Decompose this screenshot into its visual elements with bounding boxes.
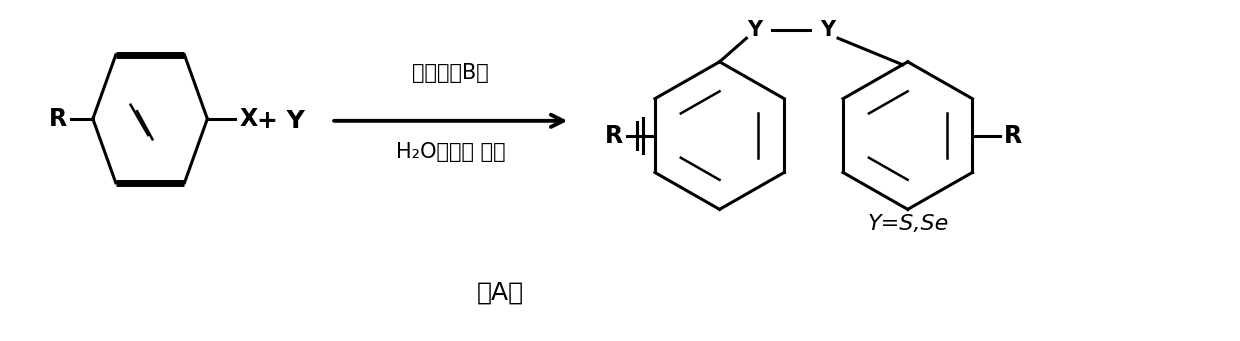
Text: X: X bbox=[239, 107, 258, 131]
Text: H₂O，碱， 加热: H₂O，碱， 加热 bbox=[396, 143, 506, 162]
Text: R: R bbox=[605, 123, 622, 148]
Text: （A）: （A） bbox=[477, 281, 525, 305]
Text: Y: Y bbox=[746, 20, 761, 40]
Text: Y=S,Se: Y=S,Se bbox=[868, 214, 950, 234]
Text: Y: Y bbox=[821, 20, 836, 40]
Text: R: R bbox=[1004, 123, 1022, 148]
Text: 催化剂（B）: 催化剂（B） bbox=[413, 63, 489, 84]
Text: + Y: + Y bbox=[257, 109, 305, 133]
Text: R: R bbox=[48, 107, 67, 131]
